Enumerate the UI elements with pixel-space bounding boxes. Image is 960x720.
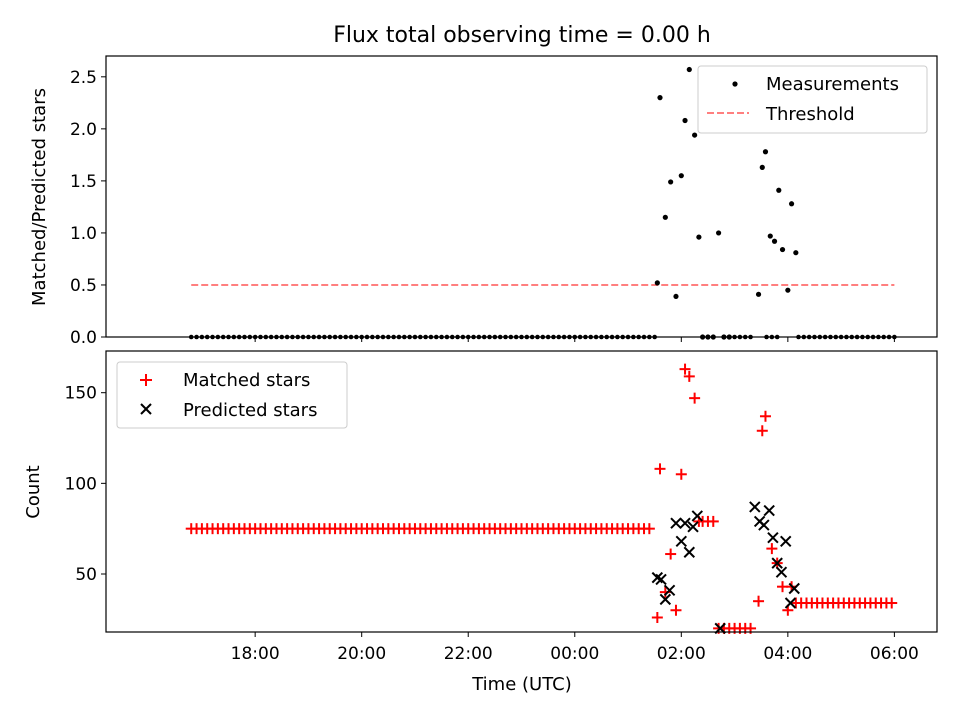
bottom-y-axis-label: Count [23, 465, 44, 518]
matched-star-point [654, 463, 666, 475]
predicted-star-point [763, 504, 775, 517]
bottom-xtick-label: 20:00 [337, 644, 386, 664]
matched-star-point [689, 392, 701, 404]
top-y-axis-label: Matched/Predicted stars [29, 88, 50, 306]
matched-star-point [643, 523, 655, 535]
matched-star-point [675, 468, 687, 480]
measurement-point [771, 238, 778, 244]
bottom-plot-area [185, 363, 898, 635]
predicted-star-point [780, 535, 792, 548]
measurement-point [678, 173, 684, 179]
top-legend-box [697, 65, 928, 134]
measurement-point [668, 179, 674, 185]
bottom-ytick-label: 100 [65, 474, 97, 494]
top-panel: Matched/Predicted stars 0.0 0.5 1.0 1.5 2.0 2… [29, 55, 938, 348]
matched-star-point [756, 425, 768, 437]
matched-star-point [651, 611, 663, 623]
legend-measurements-label: Measurements [766, 74, 899, 95]
measurement-point [788, 201, 795, 207]
matched-star-point [766, 543, 778, 555]
matched-star-point [707, 515, 719, 527]
bottom-ytick-label: 150 [65, 384, 97, 404]
matched-star-point [759, 410, 771, 422]
top-ytick-label: 1.5 [70, 172, 97, 192]
predicted-star-point [691, 510, 703, 522]
matched-star-point [753, 595, 765, 607]
bottom-xtick-label: 18:00 [231, 644, 280, 664]
legend-predicted-marker [140, 403, 152, 415]
legend-predicted-label: Predicted stars [183, 400, 317, 421]
predicted-star-point [784, 597, 797, 609]
predicted-star-point [670, 517, 682, 529]
chart-title: Flux total observing time = 0.00 h [333, 23, 711, 48]
top-ytick-label: 0.5 [70, 276, 97, 296]
predicted-star-point [758, 519, 770, 531]
measurement-point [755, 291, 762, 297]
measurement-point [654, 280, 660, 286]
bottom-xtick-label: 00:00 [550, 644, 599, 664]
x-axis-label: Time (UTC) [471, 674, 572, 695]
matched-star-point [683, 370, 695, 382]
bottom-xtick-label: 06:00 [870, 644, 919, 664]
predicted-star-point [775, 566, 788, 578]
top-ytick-label: 2.5 [70, 68, 97, 88]
top-ytick-label: 0.0 [70, 328, 97, 348]
measurement-point [715, 230, 722, 236]
measurement-point [762, 149, 769, 155]
top-legend: Measurements Threshold [697, 65, 928, 134]
bottom-legend: Matched stars Predicted stars [116, 361, 348, 429]
measurement-point [793, 250, 799, 256]
legend-matched-label: Matched stars [183, 370, 310, 391]
measurement-point [692, 132, 698, 138]
top-ytick-label: 2.0 [70, 120, 97, 140]
measurement-point [662, 214, 668, 220]
legend-matched-marker [140, 374, 152, 386]
top-axes-frame [105, 55, 938, 338]
top-ytick-label: 1.0 [70, 224, 97, 244]
bottom-axes-frame [105, 350, 938, 633]
bottom-legend-box [116, 361, 348, 429]
measurement-point [759, 164, 765, 170]
predicted-star-point [767, 532, 779, 544]
predicted-star-point [675, 535, 688, 548]
measurement-point [686, 66, 692, 73]
measurement-point [696, 234, 702, 240]
bottom-xtick-label: 02:00 [657, 644, 706, 664]
predicted-star-point [663, 584, 676, 597]
measurement-point [673, 293, 679, 300]
legend-threshold-label: Threshold [765, 104, 855, 125]
predicted-star-point [655, 573, 667, 586]
predicted-star-point [687, 521, 699, 533]
measurement-point [682, 117, 688, 124]
matched-star-point [665, 548, 677, 560]
bottom-panel: Count Time (UTC) 50 100 150 18:00 20:00 22:00… [23, 350, 938, 695]
predicted-star-point [749, 501, 761, 513]
bottom-ytick-label: 50 [75, 565, 97, 585]
legend-measurements-marker [732, 81, 738, 87]
predicted-star-point [771, 557, 783, 569]
bottom-xtick-label: 04:00 [763, 644, 812, 664]
matched-star-point [886, 597, 898, 609]
measurement-point [767, 233, 773, 239]
bottom-xtick-label: 22:00 [444, 644, 493, 664]
measurement-point [785, 287, 791, 293]
measurement-point [776, 187, 782, 193]
measurement-point [657, 95, 663, 101]
predicted-star-point [683, 546, 696, 558]
matched-star-point [679, 363, 691, 375]
matched-star-point [670, 604, 682, 616]
predicted-star-point [679, 517, 691, 529]
measurement-point [779, 246, 786, 253]
predicted-star-point [659, 593, 672, 606]
predicted-star-point [788, 582, 800, 595]
